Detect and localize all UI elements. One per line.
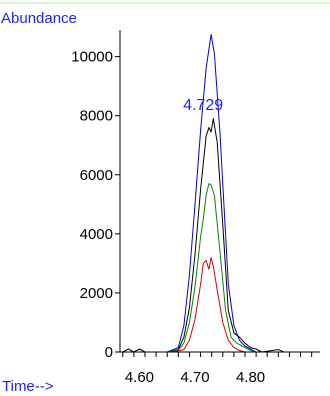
annotation-layer: 4.729 <box>183 97 223 114</box>
series-line-3 <box>122 183 318 353</box>
series-line-2 <box>122 118 318 353</box>
y-axis: 0 2000 4000 6000 8000 10000 <box>71 30 121 361</box>
x-axis-title: Time--> <box>2 378 54 395</box>
y-tick-label: 6000 <box>80 167 113 184</box>
peak-annotation: 4.729 <box>183 97 223 114</box>
x-axis: 4.60 4.70 4.80 <box>120 351 320 386</box>
x-tick-label: 4.80 <box>236 369 265 386</box>
y-tick-label: 4000 <box>80 226 113 243</box>
series-line-4 <box>122 257 318 353</box>
y-tick-label: 0 <box>105 344 113 361</box>
plot-lines <box>122 33 318 353</box>
y-tick-label: 8000 <box>80 108 113 125</box>
x-tick-label: 4.70 <box>180 369 209 386</box>
y-axis-title: Abundance <box>1 10 77 27</box>
x-tick-label: 4.60 <box>125 369 154 386</box>
y-tick-label: 10000 <box>71 49 113 66</box>
series-line-1 <box>122 33 318 353</box>
y-tick-label: 2000 <box>80 285 113 302</box>
